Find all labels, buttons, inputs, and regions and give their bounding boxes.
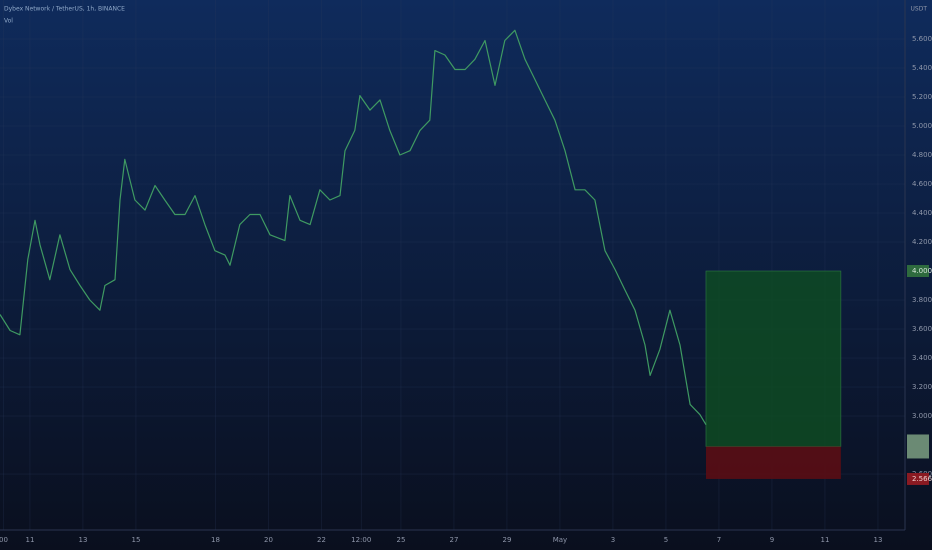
y-tick-label: 4.200 xyxy=(912,238,932,246)
x-tick-label: 5 xyxy=(664,536,668,544)
x-tick-label: 13 xyxy=(874,536,883,544)
x-tick-label: 29 xyxy=(502,536,511,544)
x-tick-label: 11 xyxy=(821,536,830,544)
price-line xyxy=(0,29,707,426)
x-tick-label: 22 xyxy=(317,536,326,544)
x-tick-label: 15 xyxy=(131,536,140,544)
y-tick-label: 4.400 xyxy=(912,209,932,217)
x-tick-label: 12:00 xyxy=(351,536,371,544)
y-tick-label: 5.400 xyxy=(912,64,932,72)
x-tick-label: 9 xyxy=(770,536,774,544)
chart-title: Dybex Network / TetherUS, 1h, BINANCE xyxy=(4,6,125,13)
x-tick-label: 7 xyxy=(717,536,721,544)
y-tick-label: 3.200 xyxy=(912,383,932,391)
x-tick-label: 18 xyxy=(211,536,220,544)
stop-label-bg xyxy=(907,472,929,485)
x-tick-label: 20 xyxy=(264,536,273,544)
x-tick-label: 13 xyxy=(78,536,87,544)
y-tick-label: 4.600 xyxy=(912,180,932,188)
loss-zone xyxy=(705,446,841,479)
indicator-label: Vol xyxy=(4,18,13,25)
y-tick-label: 3.600 xyxy=(912,325,932,333)
y-tick-label: 5.600 xyxy=(912,35,932,43)
entry-label-bg xyxy=(907,434,929,459)
x-tick-label: 00 xyxy=(0,536,8,544)
x-tick-label: May xyxy=(553,536,567,544)
y-tick-label: 5.200 xyxy=(912,93,932,101)
profit-zone xyxy=(705,270,842,447)
x-tick-label: 3 xyxy=(611,536,615,544)
y-tick-label: 3.000 xyxy=(912,412,932,420)
y-tick-label: 5.000 xyxy=(912,122,932,130)
currency-label: USDT xyxy=(911,6,928,13)
y-tick-label: 3.400 xyxy=(912,354,932,362)
stop-label: 2.566 xyxy=(912,475,932,483)
y-tick-label: 4.800 xyxy=(912,151,932,159)
x-tick-label: 27 xyxy=(449,536,458,544)
x-tick-label: 25 xyxy=(396,536,405,544)
x-tick-label: 11 xyxy=(25,536,34,544)
target-label: 4.000 xyxy=(912,267,932,275)
target-label-bg xyxy=(907,265,929,278)
y-tick-label: 3.800 xyxy=(912,296,932,304)
